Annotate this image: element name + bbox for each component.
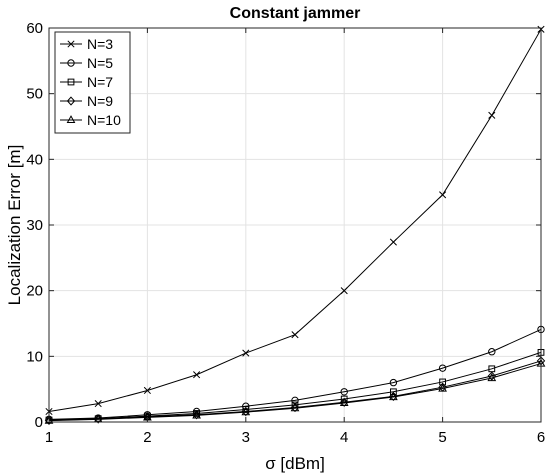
x-tick-label: 2	[143, 429, 151, 446]
series-n-10	[44, 358, 546, 424]
legend-marker	[66, 115, 76, 124]
data-point	[241, 406, 250, 417]
data-point	[291, 331, 299, 339]
legend-item: N=9	[60, 93, 113, 109]
data-point	[143, 386, 151, 395]
y-tick-label: 40	[26, 151, 43, 168]
legend-marker	[67, 78, 75, 86]
data-point	[290, 403, 300, 412]
legend-item: N=10	[60, 112, 121, 128]
x-tick-label: 3	[242, 429, 250, 446]
data-point	[390, 388, 397, 396]
data-point	[438, 383, 447, 392]
data-point	[340, 287, 348, 295]
x-axis-label: σ [dBm]	[265, 454, 325, 473]
y-tick-label: 50	[26, 86, 43, 103]
legend-marker	[67, 59, 75, 67]
data-point	[94, 400, 102, 408]
data-point	[487, 371, 496, 381]
data-point	[192, 410, 201, 420]
data-point	[389, 391, 398, 401]
series-line	[48, 328, 542, 420]
data-point	[340, 397, 349, 407]
chart-title: Constant jammer	[230, 5, 361, 22]
data-point	[389, 392, 398, 401]
legend-label: N=9	[87, 93, 113, 109]
legend-label: N=5	[87, 55, 113, 71]
legend-label: N=10	[87, 112, 121, 128]
y-tick-label: 60	[26, 20, 43, 37]
data-point	[242, 349, 250, 357]
series-line	[48, 360, 542, 421]
legend-item: N=7	[60, 74, 113, 90]
legend-marker	[66, 96, 76, 106]
series-line	[48, 363, 542, 422]
data-point	[488, 348, 496, 356]
series-n-9	[44, 356, 546, 425]
y-tick-label: 10	[26, 348, 43, 365]
data-point	[487, 373, 497, 382]
y-tick-label: 30	[26, 217, 43, 234]
legend: N=3 N=5 N=7 N=9 N=10	[54, 31, 131, 134]
data-point	[192, 410, 201, 419]
data-point	[241, 407, 251, 416]
data-point	[193, 371, 201, 379]
y-tick-label: 0	[35, 414, 43, 431]
data-point	[389, 378, 398, 387]
data-point	[94, 414, 103, 424]
legend-label: N=7	[87, 74, 113, 90]
legend-label: N=3	[87, 36, 113, 52]
x-tick-label: 4	[340, 429, 348, 446]
data-point	[290, 402, 300, 413]
data-point	[488, 111, 496, 119]
series-n-3	[45, 25, 545, 416]
data-point	[438, 364, 447, 372]
series-line	[48, 351, 542, 421]
x-tick-label: 5	[438, 429, 446, 446]
x-tick-label: 1	[45, 429, 53, 446]
data-point	[44, 415, 54, 424]
legend-marker	[67, 40, 75, 48]
y-axis-label: Localization Error [m]	[5, 145, 24, 306]
data-point	[44, 415, 54, 425]
series-layer	[44, 25, 546, 425]
legend-item: N=3	[60, 36, 113, 52]
y-tick-label: 20	[26, 283, 43, 300]
legend-item: N=5	[60, 55, 113, 71]
x-tick-label: 6	[537, 429, 545, 446]
data-point	[339, 398, 349, 407]
data-point	[439, 191, 447, 199]
data-point	[389, 238, 397, 246]
data-point	[340, 388, 348, 396]
